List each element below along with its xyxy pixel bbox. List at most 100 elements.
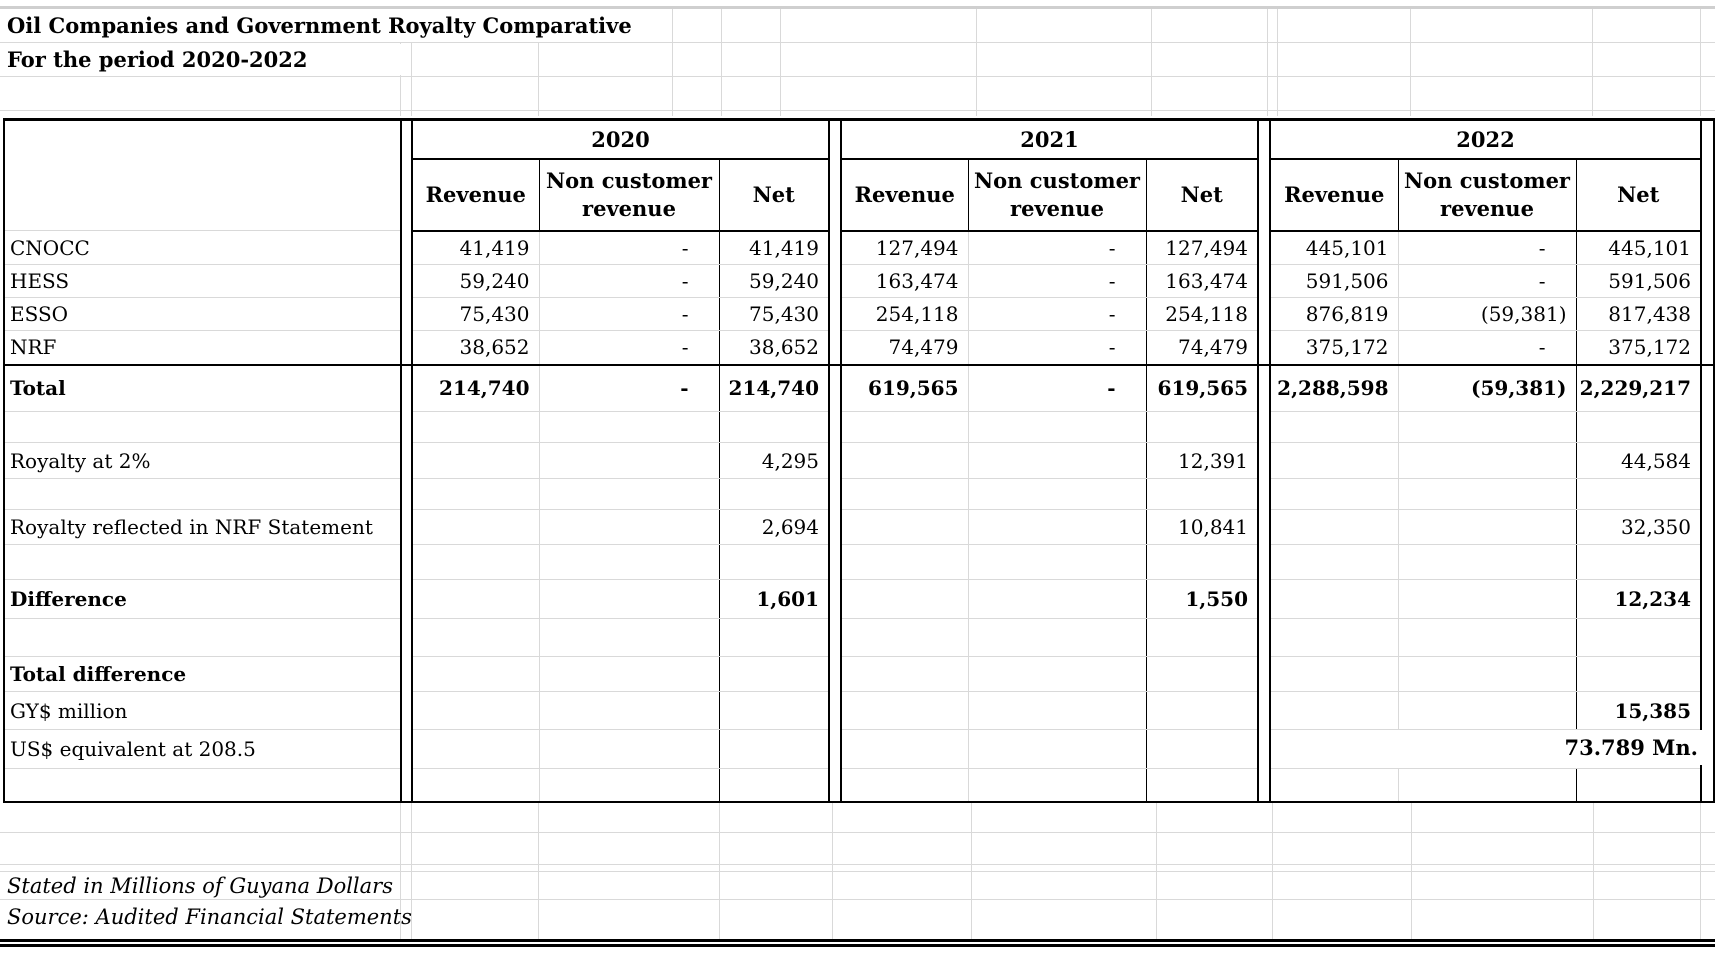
row-total: Total 214,740 - 214,740 619,565 - 619,56… (4, 363, 1715, 412)
row-nrf: NRF 38,652 - 38,652 74,479 - 74,479 375,… (4, 330, 1715, 365)
row-difference: Difference 1,601 1,550 12,234 (4, 579, 1715, 619)
royalty-reflected-2022: 32,350 (1575, 509, 1701, 545)
divider (828, 691, 842, 730)
blank-row (4, 618, 1715, 657)
divider (828, 264, 842, 298)
gy-million-label: GY$ million (4, 691, 401, 730)
divider (828, 544, 842, 580)
row-total-difference: Total difference (4, 656, 1715, 692)
cnocc-2021-net: 127,494 (1145, 230, 1258, 265)
cnocc-2021-revenue: 127,494 (841, 230, 968, 265)
us-equivalent-label: US$ equivalent at 208.5 (4, 729, 401, 769)
divider (1257, 768, 1271, 802)
divider (400, 729, 413, 769)
blank-row (4, 411, 1715, 443)
divider (1700, 264, 1715, 298)
row-cnocc: CNOCC 41,419 - 41,419 127,494 - 127,494 … (4, 230, 1715, 265)
row-hess: HESS 59,240 - 59,240 163,474 - 163,474 5… (4, 264, 1715, 298)
nrf-2021-net: 74,479 (1145, 330, 1258, 365)
difference-2021: 1,550 (1145, 579, 1258, 619)
divider (1257, 442, 1271, 479)
total-2020-net: 214,740 (718, 363, 829, 412)
divider (1257, 579, 1271, 619)
divider (1257, 297, 1271, 331)
total-2021-revenue: 619,565 (841, 363, 968, 412)
hess-2021-noncustomer: - (967, 264, 1146, 298)
divider (1257, 330, 1271, 365)
divider (1700, 478, 1715, 510)
divider (828, 363, 842, 412)
cnocc-2020-net: 41,419 (718, 230, 829, 265)
cnocc-2022-net: 445,101 (1575, 230, 1701, 265)
us-equivalent-2022-value: 73.789 Mn. (1398, 730, 1712, 765)
nrf-2020-revenue: 38,652 (459, 335, 530, 360)
header-noncustomer-2020: Non customer revenue (538, 158, 719, 232)
esso-2022-net: 817,438 (1575, 297, 1701, 331)
nrf-2022-revenue: 375,172 (1305, 335, 1389, 360)
divider (1700, 119, 1715, 159)
hess-label: HESS (4, 264, 401, 298)
total-2020-revenue: 214,740 (412, 363, 539, 412)
esso-2020-noncustomer: - (538, 297, 719, 331)
divider (828, 729, 842, 769)
divider (400, 509, 413, 545)
header-noncustomer-2021: Non customer revenue (967, 158, 1146, 232)
blank-row (4, 544, 1715, 580)
difference-2020: 1,601 (718, 579, 829, 619)
divider (400, 330, 413, 365)
total-label: Total (4, 363, 401, 412)
report-subtitle: For the period 2020-2022 (0, 44, 403, 75)
divider (400, 264, 413, 298)
nrf-2021-revenue: 74,479 (888, 335, 959, 360)
cnocc-2022-noncustomer: - (1397, 230, 1576, 265)
esso-2020-revenue: 75,430 (412, 297, 539, 331)
divider (400, 579, 413, 619)
divider (1700, 442, 1715, 479)
nrf-2022-noncustomer: - (1397, 330, 1576, 365)
divider (1257, 656, 1271, 692)
divider (1700, 691, 1715, 730)
divider (1700, 544, 1715, 580)
hess-2020-noncustomer: - (538, 264, 719, 298)
hess-2022-noncustomer: - (1397, 264, 1576, 298)
divider (1257, 509, 1271, 545)
divider (828, 656, 842, 692)
divider (1700, 618, 1715, 657)
nrf-2020-net: 38,652 (718, 330, 829, 365)
total-2022-noncustomer: (59,381) (1397, 363, 1576, 412)
divider (400, 411, 413, 443)
divider (1257, 411, 1271, 443)
divider (828, 230, 842, 265)
total-2022-revenue: 2,288,598 (1270, 363, 1398, 412)
blank-row (4, 768, 1715, 802)
total-2020-noncustomer: - (538, 363, 719, 412)
divider (1257, 158, 1271, 231)
year-2020-header: 2020 (412, 119, 829, 160)
royalty-reflected-2021: 10,841 (1145, 509, 1258, 545)
royalty-comparative-table: 2020 2021 2022 Revenue Non customer reve… (3, 118, 1715, 803)
hess-2022-revenue: 591,506 (1270, 264, 1398, 298)
hess-2020-revenue: 59,240 (412, 264, 539, 298)
divider (1700, 768, 1715, 802)
divider (1257, 691, 1271, 730)
divider (1700, 411, 1715, 443)
row-royalty-2pct: Royalty at 2% 4,295 12,391 44,584 (4, 442, 1715, 479)
divider (828, 297, 842, 331)
header-net-2020: Net (718, 158, 829, 232)
header-revenue-2020: Revenue (412, 158, 539, 232)
esso-2021-net: 254,118 (1145, 297, 1258, 331)
column-header-row: Revenue Non customer revenue Net Revenue… (4, 158, 1715, 232)
row-gy-million: GY$ million 15,385 (4, 691, 1715, 730)
header-net-2021: Net (1145, 158, 1258, 232)
cnocc-2020-noncustomer: - (538, 230, 719, 265)
divider (1257, 119, 1271, 159)
hess-2022-net: 591,506 (1575, 264, 1701, 298)
report-title: Oil Companies and Government Royalty Com… (0, 9, 655, 42)
total-2021-net: 619,565 (1145, 363, 1258, 412)
divider (828, 411, 842, 443)
total-2021-noncustomer: - (967, 363, 1146, 412)
cnocc-2021-noncustomer: - (967, 230, 1146, 265)
divider (1700, 158, 1715, 231)
divider (828, 119, 842, 159)
